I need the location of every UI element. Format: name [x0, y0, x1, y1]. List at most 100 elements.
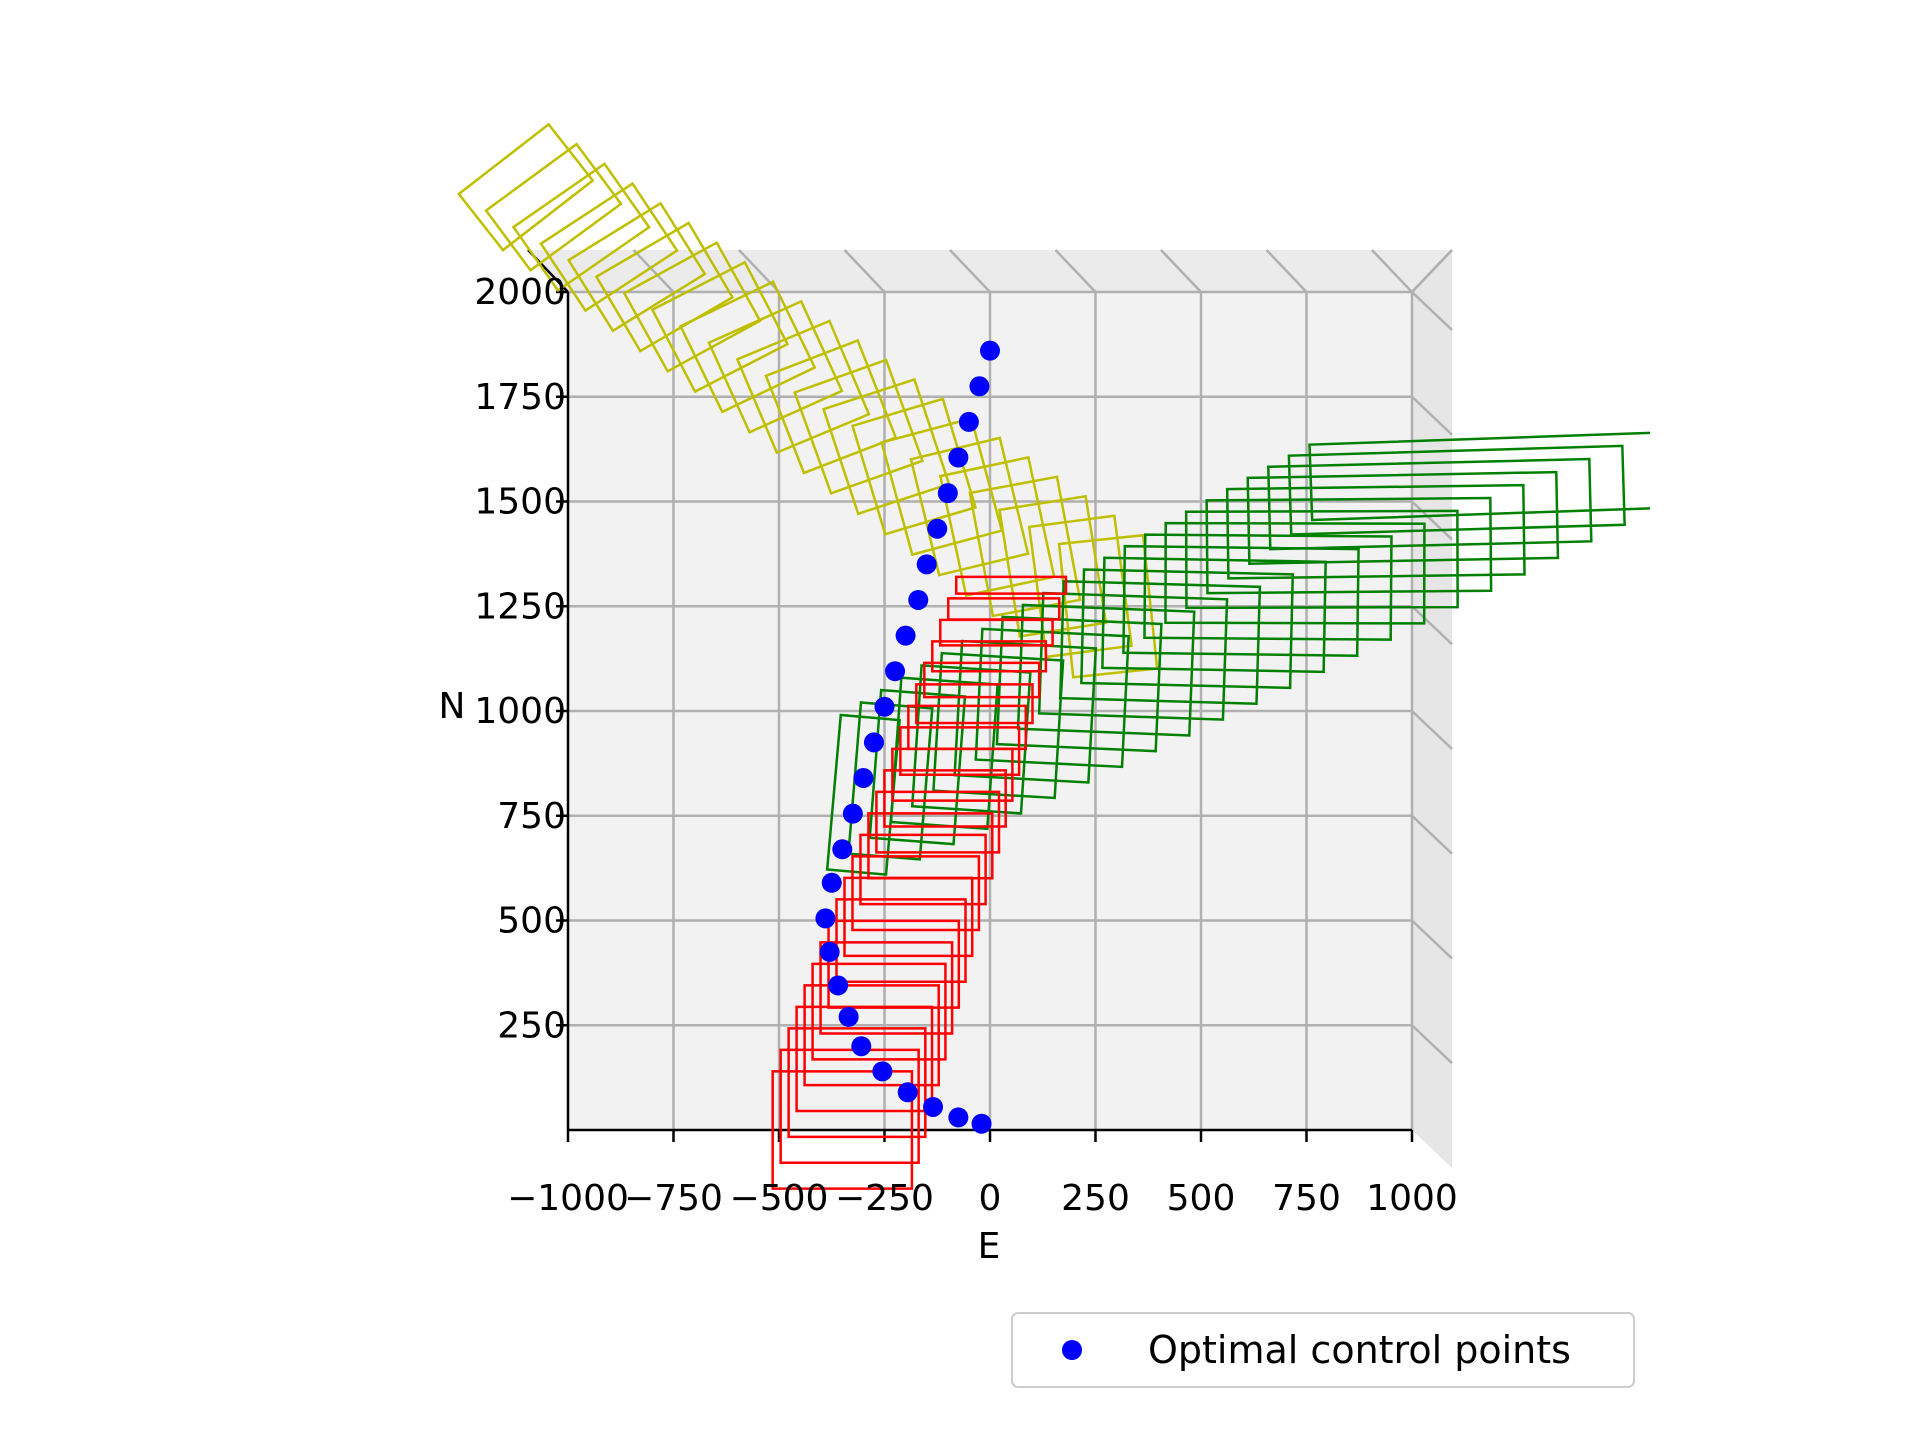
- x-tick-label: 1000: [1366, 1178, 1458, 1219]
- footprint-rect: [779, 1048, 920, 1165]
- x-grid-top-line: [632, 249, 675, 293]
- footprint-rect: [811, 962, 947, 1061]
- control-point: [851, 1036, 872, 1057]
- x-tick-label: −750: [624, 1178, 723, 1219]
- y-tick-labels: 250 500 750 1000 1250 1500 1750 2000: [474, 272, 566, 1046]
- footprint-rect: [947, 597, 1061, 621]
- control-point: [948, 447, 969, 468]
- footprint-rect: [825, 713, 901, 876]
- footprint-rect: [566, 201, 707, 333]
- top-pane: [528, 250, 1452, 292]
- control-point: [842, 803, 863, 824]
- footprint-rect: [850, 397, 978, 536]
- footprint-rect: [915, 683, 1034, 725]
- footprint-rect: [1267, 457, 1593, 551]
- footprint-rect: [803, 984, 940, 1087]
- control-point: [838, 1006, 859, 1027]
- footprint-rect: [995, 615, 1163, 753]
- x-grid-top-line: [1054, 249, 1097, 293]
- footprint-rect: [1246, 470, 1560, 565]
- footprint-group-ff0000: [771, 575, 1068, 1190]
- footprint-rect: [678, 280, 817, 414]
- control-point: [832, 839, 853, 860]
- x-grid-top-line: [1265, 249, 1308, 293]
- control-point: [937, 483, 958, 504]
- control-point: [874, 696, 895, 717]
- y-tick-label: 1500: [474, 482, 566, 523]
- footprint-rect: [954, 575, 1068, 595]
- y-grid-side-line: [1411, 291, 1453, 331]
- footprint-rect: [650, 260, 790, 394]
- y-tick-label: 1000: [474, 691, 566, 732]
- footprint-rect: [923, 661, 1041, 699]
- control-point: [916, 554, 937, 575]
- x-grid-top-line: [1160, 249, 1202, 293]
- grid-lines: [568, 249, 1453, 1130]
- control-point: [885, 661, 906, 682]
- control-point: [980, 340, 1000, 361]
- y-tick-label: 1750: [474, 377, 566, 418]
- y-grid-side-line: [1411, 919, 1453, 960]
- control-point: [969, 376, 990, 397]
- control-point: [853, 768, 874, 789]
- footprint-rect: [539, 181, 679, 313]
- control-point: [971, 1113, 992, 1134]
- footprint-rect: [953, 639, 1098, 784]
- control-point: [958, 411, 979, 432]
- legend: Optimal control points: [1011, 1312, 1635, 1388]
- control-point: [863, 732, 884, 753]
- legend-entry-label: Optimal control points: [1148, 1328, 1571, 1372]
- y-grid-side-line: [1411, 395, 1453, 436]
- footprint-rect: [899, 726, 1021, 777]
- footprint-rect: [931, 640, 1048, 673]
- footprint-rect: [511, 162, 651, 293]
- footprint-rect: [867, 812, 994, 880]
- footprint-rect: [909, 436, 1030, 577]
- x-tick-label: −500: [730, 1178, 829, 1219]
- x-tick-label: 750: [1272, 1178, 1341, 1219]
- x-tick-labels: −1000−750 −500 −250 0 250 500 750 1000: [507, 1178, 1458, 1219]
- footprint-rect: [1308, 431, 1650, 522]
- legend-box: [1011, 1312, 1635, 1388]
- footprint-rect: [819, 941, 954, 1035]
- footprint-rect: [1058, 579, 1262, 706]
- footprint-rect: [771, 1070, 914, 1190]
- x-grid-top-line: [738, 249, 780, 293]
- control-point: [828, 975, 849, 996]
- footprint-rect: [735, 319, 871, 455]
- footprint-rect: [1143, 533, 1393, 641]
- right-pane: [1412, 250, 1452, 1168]
- footprint-rect: [910, 664, 1032, 815]
- side-grid-line: [1411, 249, 1453, 293]
- footprint-rect: [457, 122, 595, 252]
- x-grid-top-line: [1371, 249, 1413, 293]
- control-point: [948, 1107, 969, 1128]
- footprint-rect: [938, 455, 1056, 597]
- control-point: [872, 1061, 893, 1082]
- x-grid-top-line: [843, 249, 886, 293]
- footprint-rect: [851, 855, 981, 932]
- legend-marker: [1062, 1340, 1082, 1360]
- footprint-rect: [835, 898, 967, 983]
- x-tick-label: −1000: [507, 1178, 629, 1219]
- y-grid-side-line: [1411, 814, 1453, 855]
- control-point: [908, 589, 929, 610]
- x-tick-label: 250: [1061, 1178, 1130, 1219]
- control-point: [923, 1096, 944, 1117]
- footprint-rect: [1225, 483, 1526, 580]
- footprint-rect: [787, 1027, 927, 1139]
- control-point: [927, 518, 948, 539]
- x-tick-label: 500: [1167, 1178, 1236, 1219]
- y-grid-side-line: [1411, 1024, 1453, 1065]
- footprint-rect: [998, 494, 1108, 638]
- x-axis-label: E: [978, 1226, 1001, 1267]
- y-tick-label: 1250: [474, 586, 566, 627]
- control-point: [897, 1082, 918, 1103]
- footprint-rect: [793, 358, 925, 495]
- footprint-rect: [707, 299, 844, 434]
- control-point: [815, 908, 836, 929]
- x-grid-top-line: [949, 249, 991, 293]
- y-tick-label: 500: [497, 901, 566, 942]
